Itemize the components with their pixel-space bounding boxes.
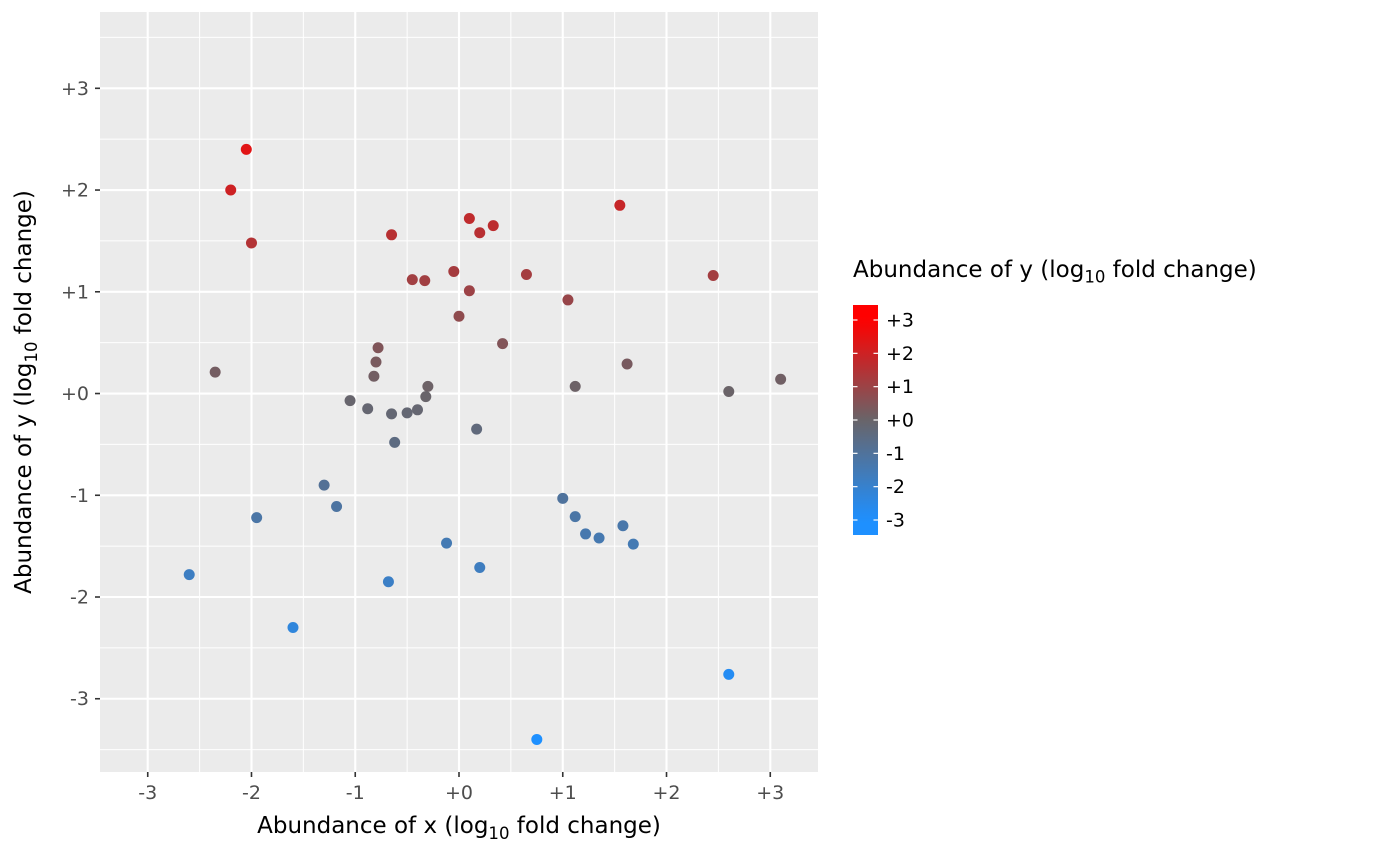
data-point	[344, 395, 356, 407]
data-point	[441, 537, 453, 549]
data-point	[453, 310, 465, 322]
data-point	[331, 500, 343, 512]
x-axis-title-suffix: fold change)	[509, 813, 661, 840]
legend-tick-label: +1	[886, 376, 914, 398]
data-point	[251, 512, 263, 524]
y-axis-tick-labels: +3 +2 +1 +0 -1 -2 -3	[61, 78, 89, 710]
x-axis-title-text: Abundance of x (log	[257, 813, 489, 840]
x-tick-label: +1	[549, 782, 577, 804]
data-point	[562, 294, 574, 306]
data-point	[463, 213, 475, 225]
data-point	[531, 733, 543, 745]
major-gridlines	[100, 12, 818, 772]
legend-tick-label: -3	[886, 510, 905, 532]
data-point	[225, 184, 237, 196]
x-tick-label: +2	[653, 782, 681, 804]
x-axis-title-subscript: 10	[488, 823, 510, 843]
data-point	[463, 285, 475, 297]
data-point	[723, 385, 735, 397]
data-point	[707, 270, 719, 282]
x-tick-label: -2	[242, 782, 261, 804]
data-point	[245, 237, 257, 249]
y-tick-label: -3	[70, 688, 89, 710]
legend-tick-label: +0	[886, 410, 914, 432]
data-point	[627, 538, 639, 550]
y-tick-label: +3	[61, 78, 89, 100]
legend-tick-label: -2	[886, 476, 905, 498]
data-points	[183, 143, 787, 745]
x-tick-label: -1	[346, 782, 365, 804]
data-point	[389, 436, 401, 448]
axis-tick-marks	[95, 87, 772, 777]
data-point	[183, 569, 195, 581]
y-tick-label: -2	[70, 587, 89, 609]
data-point	[474, 562, 486, 574]
data-point	[420, 391, 432, 403]
y-tick-label: +1	[61, 281, 89, 303]
data-point	[240, 143, 252, 155]
data-point	[448, 265, 460, 277]
data-point	[497, 338, 509, 350]
data-point	[419, 275, 431, 287]
y-tick-label: -1	[70, 485, 89, 507]
data-point	[386, 408, 398, 420]
data-point	[401, 407, 413, 419]
x-tick-label: +0	[445, 782, 473, 804]
x-axis-title: Abundance of x (log10 fold change)	[257, 813, 661, 843]
data-point	[372, 342, 384, 354]
data-point	[614, 199, 626, 211]
data-point	[569, 511, 581, 523]
data-point	[557, 492, 569, 504]
data-point	[487, 220, 499, 232]
data-point	[382, 576, 394, 588]
y-axis-title: Abundance of y (log10 fold change)	[11, 190, 41, 594]
data-point	[474, 227, 486, 239]
data-point	[775, 373, 787, 385]
data-point	[580, 528, 592, 540]
data-point	[617, 520, 629, 532]
data-point	[362, 403, 374, 415]
y-axis-title-subscript: 10	[21, 341, 41, 363]
data-point	[520, 268, 532, 280]
data-point	[471, 423, 483, 435]
x-tick-label: +3	[756, 782, 784, 804]
y-axis-title-text: Abundance of y (log	[11, 362, 38, 594]
legend-tick-label: +2	[886, 343, 914, 365]
data-point	[318, 479, 330, 491]
data-point	[569, 380, 581, 392]
data-point	[368, 370, 380, 382]
data-point	[723, 668, 735, 680]
legend-title-suffix: fold change)	[1105, 257, 1257, 283]
data-point	[209, 366, 221, 378]
legend-title-text: Abundance of y (log	[853, 257, 1085, 283]
data-point	[593, 532, 605, 544]
data-point	[411, 404, 423, 416]
data-point	[406, 274, 418, 286]
legend-title: Abundance of y (log10 fold change)	[853, 257, 1257, 287]
legend-tick-label: +3	[886, 310, 914, 332]
data-point	[422, 380, 434, 392]
data-point	[621, 358, 633, 370]
x-tick-label: -3	[138, 782, 157, 804]
y-tick-label: +2	[61, 180, 89, 202]
y-axis-title-suffix: fold change)	[11, 190, 38, 342]
data-point	[386, 229, 398, 241]
legend-colorbar: +3 +2 +1 +0 -1 -2 -3	[853, 305, 914, 535]
data-point	[370, 356, 382, 368]
x-axis-tick-labels: -3 -2 -1 +0 +1 +2 +3	[138, 782, 784, 804]
legend-title-subscript: 10	[1084, 267, 1106, 287]
legend-tick-label: -1	[886, 443, 905, 465]
data-point	[287, 622, 299, 634]
y-tick-label: +0	[61, 383, 89, 405]
